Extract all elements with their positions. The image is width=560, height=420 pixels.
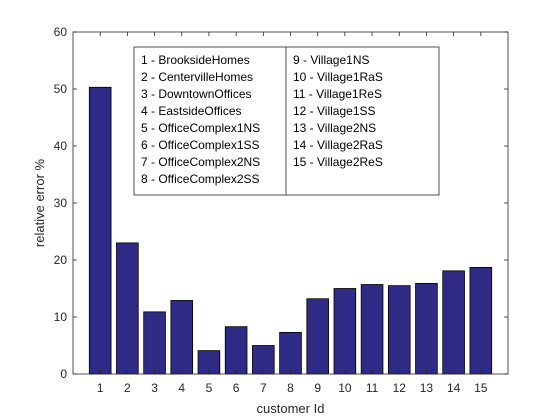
legend-entry: 3 - DowntownOffices: [141, 87, 252, 101]
legend-entry: 5 - OfficeComplex1NS: [141, 121, 260, 135]
y-axis-label: relative error %: [32, 158, 47, 247]
legend-entry: 10 - Village1RaS: [293, 70, 383, 84]
x-tick-label: 9: [314, 381, 321, 395]
legend-box: [133, 46, 440, 196]
x-tick-label: 8: [287, 381, 294, 395]
x-tick-label: 14: [447, 381, 461, 395]
y-tick-label: 10: [54, 310, 68, 324]
bar-14: [442, 270, 465, 375]
legend-entry: 8 - OfficeComplex2SS: [141, 172, 260, 186]
x-tick-label: 12: [393, 381, 407, 395]
legend-entry: 12 - Village1SS: [293, 104, 376, 118]
legend-entry: 7 - OfficeComplex2NS: [141, 155, 260, 169]
bar-15: [469, 267, 493, 375]
legend-entry: 1 - BrooksideHomes: [141, 53, 250, 67]
x-tick-label: 15: [474, 381, 488, 395]
x-tick-label: 2: [124, 381, 131, 395]
legend-entry: 2 - CentervilleHomes: [141, 70, 253, 84]
x-tick-label: 10: [338, 381, 352, 395]
x-tick-label: 5: [206, 381, 213, 395]
x-tick-label: 11: [366, 381, 379, 395]
bar-3: [143, 311, 166, 375]
bar-9: [306, 298, 329, 375]
legend: 1 - BrooksideHomes 2 - CentervilleHomes 3 …: [133, 46, 440, 196]
bar-4: [170, 300, 194, 375]
y-tick-label: 50: [54, 82, 68, 96]
y-tick-label: 20: [54, 253, 68, 267]
y-tick-label: 30: [54, 196, 68, 210]
y-tick-label: 40: [54, 139, 68, 153]
legend-entry: 4 - EastsideOffices: [141, 104, 242, 118]
x-tick-label: 1: [97, 381, 104, 395]
x-tick-label: 13: [420, 381, 434, 395]
bar-13: [415, 282, 438, 375]
bar-12: [387, 285, 411, 375]
bar-10: [333, 288, 357, 375]
bar-11: [360, 284, 384, 375]
x-axis-label: customer Id: [257, 401, 325, 416]
x-tick-label: 7: [260, 381, 267, 395]
y-tick-label: 0: [60, 367, 67, 381]
bar-7: [252, 345, 275, 375]
legend-entry: 15 - Village2ReS: [293, 155, 383, 169]
legend-entry: 9 - Village1NS: [293, 53, 370, 67]
legend-entry: 11 - Village1ReS: [293, 87, 382, 101]
bars-group: [88, 86, 493, 375]
bar-6: [224, 326, 248, 375]
bar-2: [116, 242, 139, 375]
y-tick-label: 60: [54, 25, 68, 39]
legend-entry: 14 - Village2RaS: [293, 138, 383, 152]
legend-entry: 13 - Village2NS: [293, 121, 376, 135]
bar-8: [279, 331, 302, 375]
bar-1: [88, 86, 112, 375]
x-tick-label: 3: [151, 381, 158, 395]
x-tick-label: 4: [178, 381, 185, 395]
x-tick-label: 6: [233, 381, 240, 395]
legend-entry: 6 - OfficeComplex1SS: [141, 138, 260, 152]
